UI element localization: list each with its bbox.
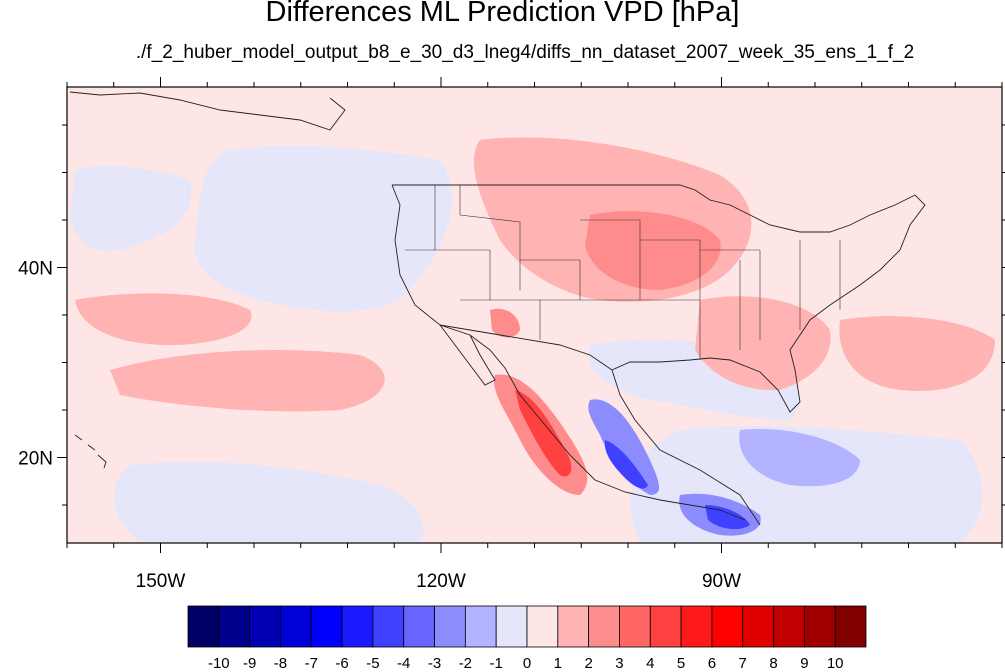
colorbar-label: -2 [459,655,472,672]
colorbar-label: 3 [615,655,623,672]
colorbar-label: -8 [274,655,287,672]
y-tick-label: 20N [18,449,53,470]
x-tick-label: 90W [702,571,741,592]
colorbar-swatch [310,605,343,648]
positive-region-pacific-west-band [75,293,252,345]
colorbar-swatch [218,605,251,648]
colorbar-swatch [557,605,590,648]
x-axis-ticks: 150W 120W 90W [66,77,1003,592]
colorbar-swatch [711,605,744,648]
baja-peninsula [439,324,496,386]
positive-region-atlantic [839,316,995,391]
difference-field [70,137,995,542]
colorbar-swatch [680,605,713,648]
colorbar-swatch [588,605,620,648]
colorbar-swatch [372,605,405,648]
negative-core-central-america-inner [705,505,750,530]
colorbar-label: -9 [243,655,256,672]
colorbar-swatch [619,605,651,648]
colorbar-label: 0 [523,655,531,672]
colorbar-swatch [280,605,312,648]
us-mexico-border [439,324,613,371]
colorbar-swatch [249,605,281,648]
y-tick-label: 40N [18,259,53,280]
colorbar-label: 4 [646,655,654,672]
colorbar-label: 7 [739,655,747,672]
colorbar-label: -7 [305,655,318,672]
negative-core-mexico-east-inner [604,440,648,489]
negative-region-pacific-west [70,165,192,251]
colorbar-swatch [434,605,466,648]
colorbar-label: -3 [428,655,441,672]
colorbar-label: 2 [584,655,592,672]
colorbar-label: -6 [335,655,348,672]
hawaii-islands [74,434,107,469]
colorbar-label: -1 [490,655,503,672]
negative-core-caribbean [739,429,860,487]
coastlines [69,91,926,526]
positive-region-southeast [695,296,831,391]
colorbar-swatch [403,605,435,648]
colorbar-swatch [649,605,682,648]
north-america-outline [391,184,926,526]
colorbar-swatch [834,605,867,648]
colorbar-label: -10 [208,655,230,672]
negative-region-pacific-south [113,461,424,542]
negative-region-pacific-north [194,145,453,312]
colorbar-swatch [187,605,220,648]
x-tick-label: 150W [136,571,186,592]
colorbar-label: 9 [800,655,808,672]
colorbar-label: -4 [397,655,410,672]
colorbar-label: 10 [827,655,844,672]
positive-core-arizona [490,308,520,338]
x-tick-label: 120W [416,571,466,592]
colorbar: -10 -9 -8 -7 -6 -5 -4 -3 -2 -1 0 1 2 3 4 5 6 7 8 9 10 [187,605,867,672]
colorbar-label: 5 [677,655,685,672]
colorbar-label: 1 [554,655,562,672]
negative-core-mexico-east [588,399,660,495]
positive-core-midwest [585,211,721,290]
colorbar-swatch [341,605,374,648]
positive-region-pacific-band [110,350,385,412]
map-title: Differences ML Prediction VPD [hPa] [265,0,740,28]
positive-core-mexico-inner [515,390,572,477]
colorbar-swatch [803,605,836,648]
alaska-coast [69,91,346,131]
colorbar-swatch [773,605,805,648]
colorbar-swatch [495,605,528,648]
colorbar-swatch [742,605,774,648]
colorbar-label: 6 [708,655,716,672]
map-subtitle: ./f_2_huber_model_output_b8_e_30_d3_lneg… [135,42,915,63]
colorbar-label: 8 [769,655,777,672]
colorbar-label: -5 [366,655,379,672]
colorbar-swatch [464,605,497,648]
colorbar-swatch [526,605,559,648]
state-borders [405,185,841,360]
